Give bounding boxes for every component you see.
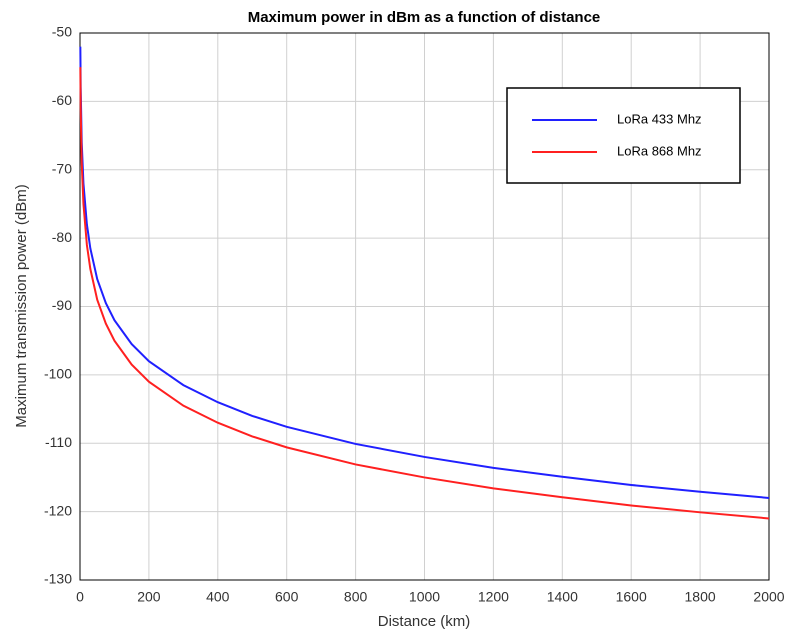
plot-frame bbox=[79, 32, 770, 581]
x-tick-label: 800 bbox=[344, 589, 368, 605]
y-tick-label: -80 bbox=[52, 229, 72, 245]
y-tick-label: -60 bbox=[52, 92, 72, 108]
legend-box bbox=[506, 87, 741, 184]
y-tick-label: -90 bbox=[52, 297, 72, 313]
x-tick-label: 400 bbox=[206, 589, 230, 605]
y-axis-label: Maximum transmission power (dBm) bbox=[13, 184, 30, 427]
legend-label: LoRa 433 Mhz bbox=[617, 111, 702, 126]
x-tick-label: 1400 bbox=[547, 589, 578, 605]
x-tick-label: 1000 bbox=[409, 589, 440, 605]
x-axis-label: Distance (km) bbox=[378, 613, 471, 630]
y-tick-label: -70 bbox=[52, 160, 72, 176]
x-tick-label: 600 bbox=[275, 589, 299, 605]
x-tick-label: 0 bbox=[76, 589, 84, 605]
legend-label: LoRa 868 Mhz bbox=[617, 143, 702, 158]
legend: LoRa 433 Mhz LoRa 868 Mhz bbox=[506, 87, 741, 184]
x-tick-label: 1600 bbox=[616, 589, 647, 605]
data-line bbox=[79, 67, 770, 520]
y-tick-label: -110 bbox=[45, 434, 72, 450]
data-line bbox=[79, 46, 770, 499]
x-tick-label: 1200 bbox=[478, 589, 509, 605]
y-tick-label: -100 bbox=[44, 366, 72, 382]
x-tick-label: 2000 bbox=[753, 589, 784, 605]
y-tick-label: -120 bbox=[44, 502, 72, 518]
x-tick-label: 1800 bbox=[685, 589, 716, 605]
x-tick-label: 200 bbox=[137, 589, 161, 605]
chart-title: Maximum power in dBm as a function of di… bbox=[248, 9, 601, 26]
y-tick-label: -130 bbox=[44, 571, 72, 587]
y-tick-label: -50 bbox=[52, 24, 72, 40]
